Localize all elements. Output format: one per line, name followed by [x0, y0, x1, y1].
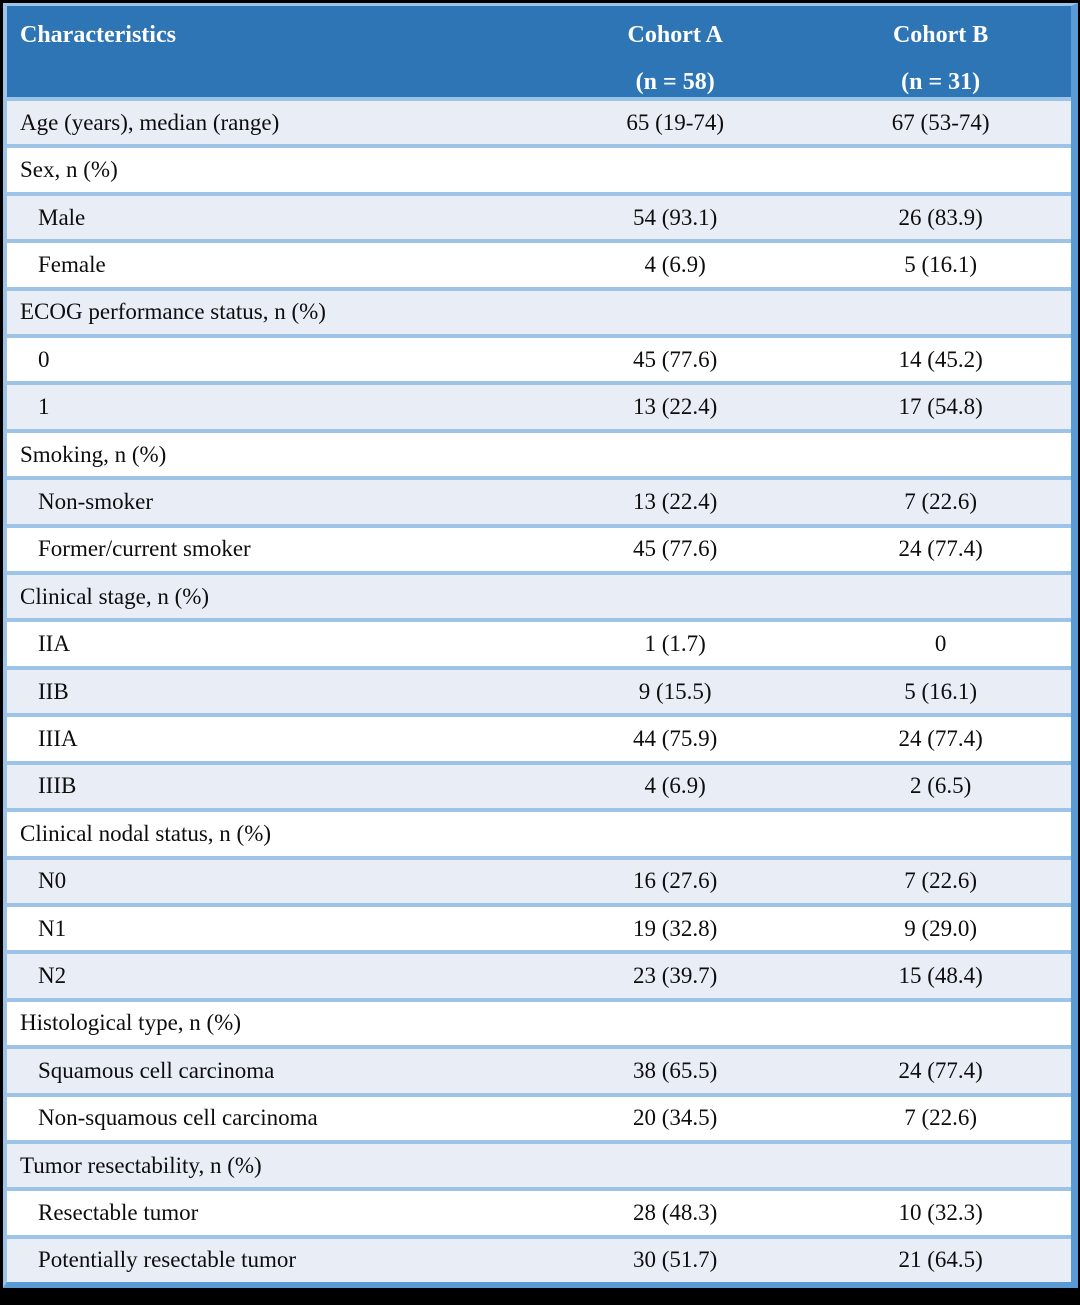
header-cohort-a-n: (n = 58) [635, 69, 715, 95]
cohort-b-cell: 14 (45.2) [898, 346, 983, 372]
table-row: Age (years), median (range) 65 (19-74) 6… [7, 97, 1071, 145]
table-row: IIIA 44 (75.9) 24 (77.4) [7, 713, 1071, 761]
header-cohort-a-name: Cohort A [627, 22, 723, 48]
header-cohort-b-n: (n = 31) [901, 69, 981, 95]
characteristic-cell: Smoking, n (%) [20, 441, 167, 467]
characteristic-cell: Potentially resectable tumor [38, 1247, 297, 1273]
cohort-b-cell: 7 (22.6) [904, 488, 978, 514]
characteristic-cell: Non-squamous cell carcinoma [38, 1105, 318, 1131]
cohort-b-cell: 5 (16.1) [904, 251, 978, 277]
cohort-b-cell: 24 (77.4) [898, 725, 983, 751]
table-row: 1 13 (22.4) 17 (54.8) [7, 381, 1071, 429]
table-row: Squamous cell carcinoma 38 (65.5) 24 (77… [7, 1045, 1071, 1093]
table-row: Female 4 (6.9) 5 (16.1) [7, 239, 1071, 287]
cohort-b-cell: 17 (54.8) [898, 394, 983, 420]
cohort-a-cell: 44 (75.9) [633, 725, 718, 751]
table-section-row: Clinical stage, n (%) [7, 571, 1071, 619]
cohort-a-cell: 54 (93.1) [633, 204, 718, 230]
table-section-row: Smoking, n (%) [7, 428, 1071, 477]
table-row: Potentially resectable tumor 30 (51.7) 2… [7, 1234, 1071, 1283]
cohort-b-cell: 24 (77.4) [898, 1057, 983, 1083]
characteristic-cell: IIIB [38, 773, 77, 799]
cohort-a-cell: 65 (19-74) [626, 109, 725, 135]
cohort-b-cell: 24 (77.4) [898, 536, 983, 562]
cohort-b-cell: 9 (29.0) [904, 915, 978, 941]
cohort-a-cell: 20 (34.5) [633, 1105, 718, 1131]
table-section-row: Clinical nodal status, n (%) [7, 808, 1071, 856]
characteristic-cell: N2 [38, 963, 67, 989]
cohort-b-cell: 7 (22.6) [904, 868, 978, 894]
cohort-a-cell: 1 (1.7) [644, 631, 706, 657]
characteristic-cell: Clinical stage, n (%) [20, 583, 210, 609]
cohort-b-cell: 0 [934, 631, 947, 657]
baseline-characteristics-table: Characteristics Cohort A (n = 58) Cohort… [3, 3, 1078, 1288]
table-header-row: Characteristics Cohort A (n = 58) Cohort… [7, 6, 1071, 97]
cohort-b-cell: 2 (6.5) [909, 773, 972, 799]
table-row: IIA 1 (1.7) 0 [7, 618, 1071, 666]
characteristic-cell: Histological type, n (%) [20, 1010, 242, 1036]
header-cohort-b-name: Cohort B [892, 22, 989, 48]
characteristic-cell: Age (years), median (range) [20, 109, 280, 135]
cohort-b-cell: 21 (64.5) [898, 1247, 983, 1273]
cohort-b-cell: 7 (22.6) [904, 1105, 978, 1131]
cohort-b-cell: 5 (16.1) [904, 678, 978, 704]
characteristic-cell: 0 [38, 346, 50, 372]
characteristic-cell: Squamous cell carcinoma [38, 1057, 275, 1083]
characteristic-cell: Tumor resectability, n (%) [20, 1152, 262, 1178]
characteristic-cell: Former/current smoker [38, 536, 251, 562]
table-row: Former/current smoker 45 (77.6) 24 (77.4… [7, 523, 1071, 572]
characteristic-cell: N1 [38, 915, 67, 941]
table-row: Non-squamous cell carcinoma 20 (34.5) 7 … [7, 1092, 1071, 1140]
cohort-a-cell: 4 (6.9) [644, 251, 706, 277]
cohort-a-cell: 23 (39.7) [633, 963, 718, 989]
table-section-row: Tumor resectability, n (%) [7, 1139, 1071, 1188]
table-row: Non-smoker 13 (22.4) 7 (22.6) [7, 476, 1071, 524]
characteristic-cell: Resectable tumor [38, 1200, 199, 1226]
characteristic-cell: IIB [38, 678, 69, 704]
cohort-a-cell: 19 (32.8) [633, 915, 718, 941]
characteristic-cell: 1 [38, 394, 50, 420]
cohort-a-cell: 45 (77.6) [633, 346, 718, 372]
characteristic-cell: N0 [38, 868, 67, 894]
table-row: N1 19 (32.8) 9 (29.0) [7, 902, 1071, 951]
table-row: N0 16 (27.6) 7 (22.6) [7, 855, 1071, 903]
cohort-b-cell: 26 (83.9) [898, 204, 983, 230]
cohort-a-cell: 4 (6.9) [644, 773, 706, 799]
cohort-a-cell: 38 (65.5) [633, 1057, 718, 1083]
characteristic-cell: Female [38, 251, 106, 277]
table-row: 0 45 (77.6) 14 (45.2) [7, 334, 1071, 382]
table-section-row: Histological type, n (%) [7, 997, 1071, 1046]
table-section-row: ECOG performance status, n (%) [7, 286, 1071, 335]
table-row: N2 23 (39.7) 15 (48.4) [7, 950, 1071, 998]
table-section-row: Sex, n (%) [7, 144, 1071, 192]
cohort-a-cell: 30 (51.7) [633, 1247, 718, 1273]
table-row: Male 54 (93.1) 26 (83.9) [7, 191, 1071, 240]
header-characteristics-label: Characteristics [20, 22, 176, 48]
cohort-b-cell: 10 (32.3) [898, 1200, 983, 1226]
cohort-a-cell: 16 (27.6) [633, 868, 718, 894]
table-row: IIB 9 (15.5) 5 (16.1) [7, 665, 1071, 714]
cohort-a-cell: 45 (77.6) [633, 536, 718, 562]
characteristic-cell: Clinical nodal status, n (%) [20, 820, 272, 846]
cohort-a-cell: 28 (48.3) [633, 1200, 718, 1226]
characteristic-cell: Male [38, 204, 86, 230]
table-row: IIIB 4 (6.9) 2 (6.5) [7, 760, 1071, 809]
cohort-b-cell: 67 (53-74) [891, 109, 990, 135]
table-row: Resectable tumor 28 (48.3) 10 (32.3) [7, 1187, 1071, 1235]
cohort-a-cell: 13 (22.4) [633, 488, 718, 514]
header-characteristics: Characteristics [7, 6, 540, 97]
cohort-a-cell: 13 (22.4) [633, 394, 718, 420]
characteristic-cell: Sex, n (%) [20, 157, 118, 183]
characteristic-cell: Non-smoker [38, 488, 153, 514]
characteristic-cell: IIIA [38, 725, 78, 751]
cohort-a-cell: 9 (15.5) [638, 678, 712, 704]
characteristic-cell: IIA [38, 631, 70, 657]
header-cohort-b: Cohort B (n = 31) [810, 6, 1071, 97]
characteristic-cell: ECOG performance status, n (%) [20, 299, 326, 325]
header-cohort-a: Cohort A (n = 58) [540, 6, 810, 97]
cohort-b-cell: 15 (48.4) [898, 963, 983, 989]
table-body: Age (years), median (range) 65 (19-74) 6… [7, 97, 1071, 1283]
